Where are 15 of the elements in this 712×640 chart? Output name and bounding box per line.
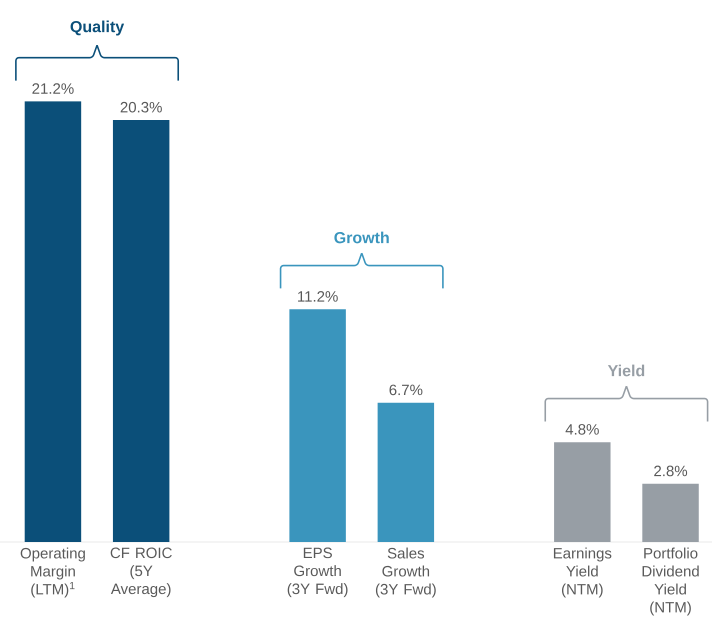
data-label: 4.8% <box>566 424 599 435</box>
text: Quality <box>70 20 124 36</box>
x-tick-label: Earnings Yield (NTM) <box>554 548 612 598</box>
x-tick-label: Sales Growth (3Y Fwd) <box>376 548 436 598</box>
data-label: 21.2% <box>32 83 74 94</box>
data-label: 11.2% <box>298 291 338 302</box>
annotation: Yield <box>608 364 644 376</box>
x-tick-label: EPS Growth (3Y Fwd) <box>288 548 348 598</box>
annotation: Growth <box>334 232 389 244</box>
x-tick-label: Operating Margin (LTM)$^{1}$ <box>20 548 85 598</box>
data-label: 2.8% <box>654 466 688 476</box>
x-tick-label: CF ROIC (5Y Average) <box>110 548 172 598</box>
x-tick-label: Portfolio Dividend Yield (NTM) <box>642 548 699 616</box>
data-label: 6.7% <box>390 384 422 396</box>
data-label: 20.3% <box>120 102 162 113</box>
